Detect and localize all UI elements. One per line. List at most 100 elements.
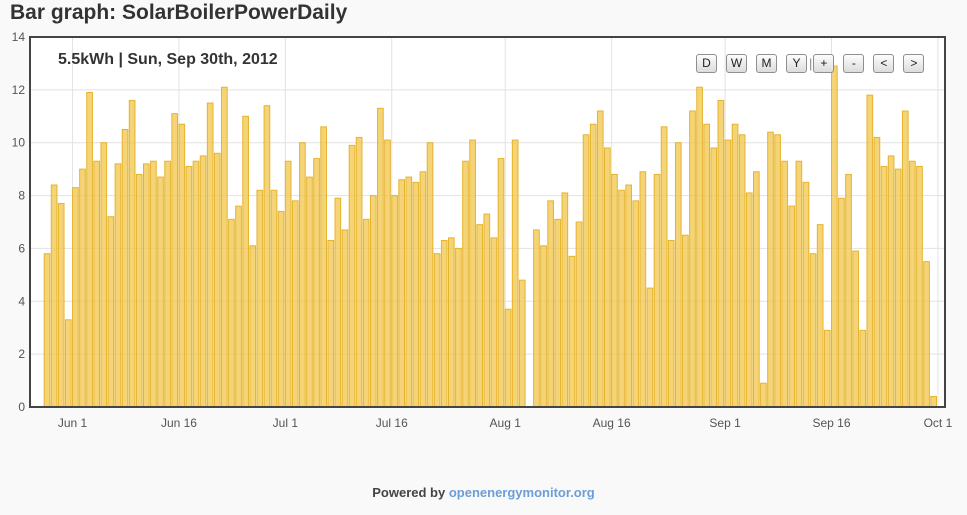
bar[interactable]: [540, 245, 547, 408]
bar[interactable]: [760, 382, 767, 408]
bar[interactable]: [100, 142, 108, 408]
bar[interactable]: [859, 329, 867, 408]
bar[interactable]: [455, 247, 462, 408]
bar[interactable]: [150, 160, 157, 408]
bar[interactable]: [299, 142, 306, 408]
bar[interactable]: [845, 173, 852, 408]
bar[interactable]: [767, 131, 774, 408]
bar[interactable]: [93, 160, 101, 408]
bar[interactable]: [192, 160, 200, 408]
bar[interactable]: [816, 224, 824, 408]
bar[interactable]: [79, 168, 86, 408]
bar[interactable]: [235, 205, 242, 408]
day-button[interactable]: D: [696, 54, 717, 73]
bar[interactable]: [547, 200, 554, 408]
bar[interactable]: [419, 171, 427, 408]
zoom-out-button[interactable]: -: [843, 54, 865, 73]
bar[interactable]: [164, 160, 171, 408]
bar[interactable]: [327, 240, 335, 408]
bar[interactable]: [901, 110, 909, 408]
bar[interactable]: [809, 253, 817, 408]
bar[interactable]: [121, 129, 129, 408]
bar[interactable]: [221, 86, 228, 408]
bar[interactable]: [391, 195, 398, 408]
bar[interactable]: [199, 155, 207, 408]
bar[interactable]: [128, 99, 136, 408]
site-link[interactable]: openenergymonitor.org: [448, 485, 595, 500]
week-button[interactable]: W: [726, 54, 747, 73]
bar[interactable]: [490, 237, 498, 408]
bar[interactable]: [852, 250, 859, 408]
bar[interactable]: [377, 107, 384, 408]
bar[interactable]: [185, 166, 193, 408]
bar[interactable]: [909, 160, 916, 408]
month-button[interactable]: M: [756, 54, 777, 73]
bar[interactable]: [362, 218, 370, 408]
bar[interactable]: [313, 158, 320, 408]
bar[interactable]: [447, 237, 455, 408]
bar[interactable]: [731, 123, 739, 408]
bar[interactable]: [582, 134, 590, 408]
bar[interactable]: [157, 176, 164, 408]
bar[interactable]: [745, 192, 753, 408]
bar[interactable]: [483, 213, 491, 408]
pan-left-button[interactable]: <: [873, 54, 895, 73]
bar[interactable]: [263, 105, 271, 408]
bar[interactable]: [696, 86, 703, 408]
bar[interactable]: [355, 136, 363, 408]
bar[interactable]: [554, 218, 562, 408]
bar[interactable]: [823, 329, 831, 408]
bar[interactable]: [625, 184, 632, 408]
bar[interactable]: [249, 245, 257, 408]
bar[interactable]: [717, 99, 725, 408]
bar[interactable]: [511, 139, 519, 408]
bar[interactable]: [873, 136, 881, 408]
pan-right-button[interactable]: >: [903, 54, 925, 73]
bar[interactable]: [171, 113, 179, 408]
bar[interactable]: [639, 171, 647, 408]
bar[interactable]: [774, 134, 781, 408]
bar[interactable]: [710, 147, 718, 408]
bar[interactable]: [348, 144, 356, 408]
bar[interactable]: [561, 192, 569, 408]
bar[interactable]: [64, 319, 72, 408]
bar[interactable]: [405, 176, 413, 408]
bar[interactable]: [86, 92, 93, 408]
bar[interactable]: [518, 279, 526, 408]
bar[interactable]: [689, 110, 696, 408]
bar[interactable]: [795, 160, 803, 408]
bar[interactable]: [291, 200, 299, 408]
bar[interactable]: [653, 173, 661, 408]
bar[interactable]: [838, 197, 845, 408]
bar[interactable]: [57, 203, 65, 408]
bar[interactable]: [476, 224, 484, 408]
bar[interactable]: [384, 139, 391, 408]
bar[interactable]: [433, 253, 441, 408]
bar[interactable]: [575, 221, 583, 408]
bar[interactable]: [242, 115, 249, 408]
bar[interactable]: [277, 210, 285, 408]
bar[interactable]: [504, 308, 512, 408]
bar[interactable]: [142, 163, 150, 408]
bar[interactable]: [334, 197, 342, 408]
bar[interactable]: [589, 123, 597, 408]
zoom-in-button[interactable]: +: [813, 54, 835, 73]
bar[interactable]: [611, 173, 618, 408]
bar[interactable]: [682, 234, 689, 408]
bar[interactable]: [256, 189, 264, 408]
bar[interactable]: [632, 200, 640, 408]
bar[interactable]: [228, 218, 235, 408]
bar[interactable]: [738, 134, 746, 408]
bar[interactable]: [887, 155, 895, 408]
bar[interactable]: [781, 160, 789, 408]
bar-chart[interactable]: 0 2 4 6 8 10 12 14 Jun 1 Jun 16 Jul 1 Jul 16 Aug 1 A…: [0, 0, 967, 460]
bar[interactable]: [114, 163, 122, 408]
bar[interactable]: [894, 168, 902, 408]
bar[interactable]: [412, 181, 420, 408]
bar[interactable]: [788, 205, 796, 408]
bar[interactable]: [596, 110, 604, 408]
bar[interactable]: [660, 126, 668, 408]
bar[interactable]: [135, 173, 143, 408]
bar[interactable]: [426, 142, 434, 408]
year-button[interactable]: Y: [786, 54, 807, 73]
